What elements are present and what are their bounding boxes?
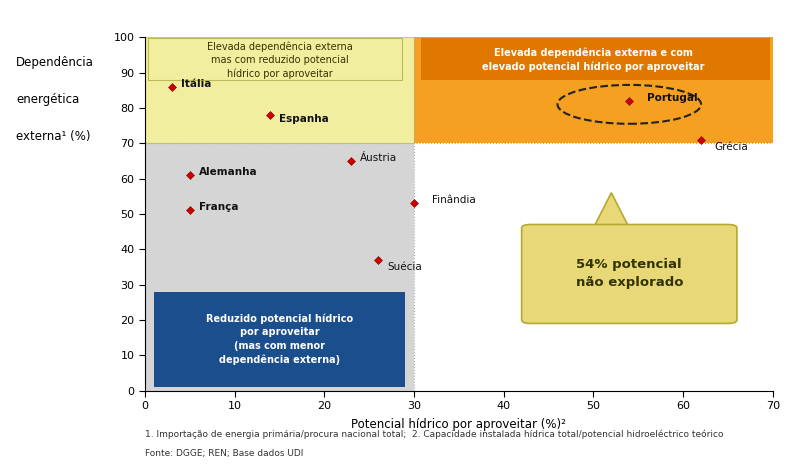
Text: Itália: Itália <box>181 79 211 89</box>
FancyBboxPatch shape <box>421 38 770 80</box>
Text: Grécia: Grécia <box>715 142 748 153</box>
Text: França: França <box>199 202 238 213</box>
Text: Finândia: Finândia <box>432 195 476 206</box>
FancyBboxPatch shape <box>522 225 737 324</box>
Polygon shape <box>593 193 630 228</box>
Text: Espanha: Espanha <box>279 114 329 124</box>
Bar <box>145 37 414 143</box>
Text: Alemanha: Alemanha <box>199 167 258 177</box>
Bar <box>414 37 773 143</box>
Text: 1. Importação de energia primária/procura nacional total;  2. Capacidade instala: 1. Importação de energia primária/procur… <box>145 430 724 439</box>
Text: Elevada dependência externa
mas com reduzido potencial
hídrico por aproveitar: Elevada dependência externa mas com redu… <box>207 41 353 79</box>
Text: Áustria: Áustria <box>360 153 398 163</box>
Text: Suécia: Suécia <box>387 262 422 272</box>
X-axis label: Potencial hídrico por aproveitar (%)²: Potencial hídrico por aproveitar (%)² <box>352 418 566 431</box>
Bar <box>414 143 773 391</box>
FancyBboxPatch shape <box>154 292 405 387</box>
Text: Dependência: Dependência <box>16 56 94 69</box>
Text: Portugal: Portugal <box>647 93 698 103</box>
Text: energética: energética <box>16 93 80 106</box>
Text: Elevada dependência externa e com
elevado potencial hídrico por aproveitar: Elevada dependência externa e com elevad… <box>482 48 704 73</box>
Bar <box>145 143 414 391</box>
FancyBboxPatch shape <box>147 38 402 80</box>
Text: Reduzido potencial hídrico
por aproveitar
(mas com menor
dependência externa): Reduzido potencial hídrico por aproveita… <box>206 313 353 365</box>
Text: 54% potencial
não explorado: 54% potencial não explorado <box>576 259 683 290</box>
Text: Fonte: DGGE; REN; Base dados UDI: Fonte: DGGE; REN; Base dados UDI <box>145 449 303 458</box>
Text: externa¹ (%): externa¹ (%) <box>16 130 91 143</box>
